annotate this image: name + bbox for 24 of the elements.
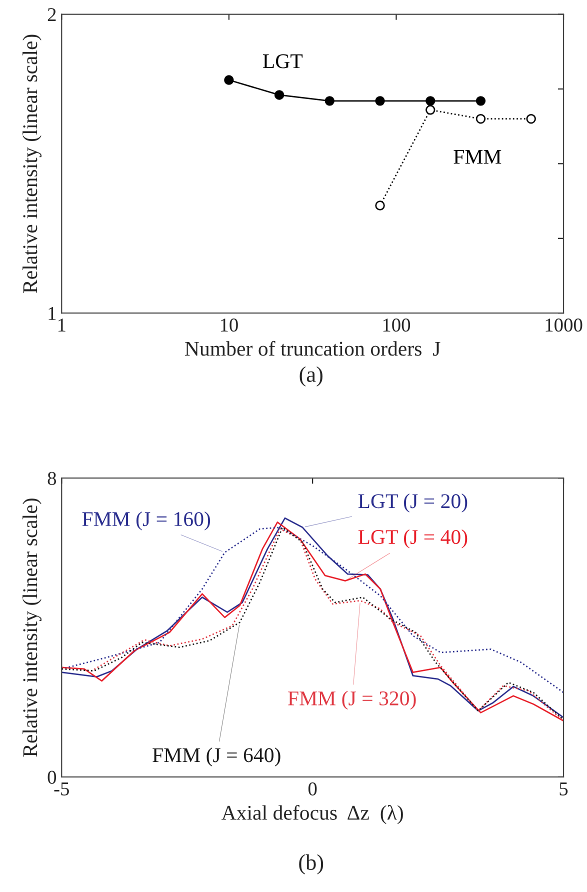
x-tick-label: 10: [220, 318, 238, 332]
x-tick-label: 1: [58, 318, 66, 332]
series-label: LGT: [262, 54, 303, 68]
y-tick-label: 8: [48, 472, 56, 486]
series-label: FMM (J = 320): [288, 690, 416, 710]
x-axis-title: Axial defocus Δz (λ): [221, 804, 403, 824]
x-tick-label: -5: [54, 782, 69, 796]
x-axis-title: Number of truncation orders J: [185, 340, 440, 356]
series-label: LGT (J = 40): [358, 529, 468, 548]
y-axis-title: Relative intensity (linear scale): [22, 34, 42, 293]
x-tick-label: 100: [383, 318, 410, 332]
x-tick-label: 5: [560, 782, 568, 796]
y-tick-label: 2: [48, 8, 56, 22]
series-label: FMM: [454, 150, 502, 164]
text: LGT (J = 20): [358, 494, 468, 512]
text: (a): [300, 366, 322, 387]
x-tick-label: 0: [308, 782, 317, 796]
series-label: FMM (J = 160): [82, 511, 210, 530]
y-tick-label: 0: [48, 770, 56, 784]
text: FMM (J = 640): [152, 748, 280, 766]
y-axis-title: Relative intensity (linear scale): [22, 498, 42, 757]
x-tick-label: 1000: [546, 318, 582, 332]
text: (b): [299, 854, 324, 874]
y-tick-label: 1: [48, 307, 56, 320]
